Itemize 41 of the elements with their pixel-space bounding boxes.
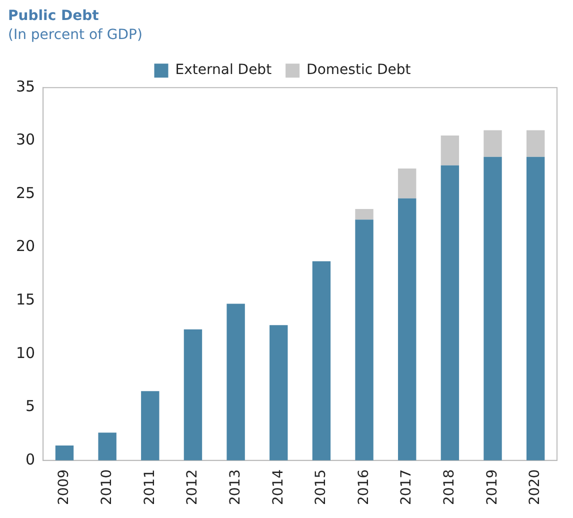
y-tick-label: 30 [16, 130, 36, 149]
y-tick-label: 0 [26, 450, 36, 468]
y-tick-label: 35 [16, 77, 36, 96]
x-tick-label: 2019 [484, 469, 500, 506]
x-tick-label: 2012 [184, 469, 201, 506]
x-tick-label: 2016 [356, 469, 372, 506]
bar [312, 261, 331, 460]
bar [355, 220, 374, 460]
x-tick-label: 2014 [270, 469, 286, 506]
y-tick-label: 25 [16, 184, 36, 202]
y-tick-label: 10 [16, 344, 36, 362]
chart-title: Public Debt [8, 8, 100, 24]
bar [440, 165, 460, 460]
x-tick-label: 2013 [227, 469, 244, 506]
bar [526, 156, 545, 460]
legend-label: Domestic Debt [306, 62, 412, 78]
bar [226, 304, 245, 460]
y-tick-label: 20 [16, 237, 36, 256]
x-tick-label: 2009 [56, 469, 72, 506]
bar [355, 209, 374, 220]
y-tick-label: 5 [26, 397, 36, 416]
x-tick-label: 2011 [142, 469, 158, 506]
x-tick-label: 2010 [98, 469, 115, 506]
x-tick-label: 2015 [313, 469, 330, 506]
bar [398, 198, 416, 460]
x-tick-label: 2020 [527, 469, 544, 506]
bar [55, 445, 74, 460]
chart-subtitle: (In percent of GDP) [8, 26, 142, 43]
bar [270, 325, 288, 460]
bar [484, 130, 502, 157]
bar [141, 391, 160, 460]
bar [484, 156, 502, 460]
legend-label: External Debt [175, 62, 272, 78]
bar [184, 329, 202, 460]
bar [526, 130, 545, 157]
x-tick-label: 2017 [398, 469, 415, 506]
bar [98, 432, 116, 460]
bar [440, 136, 460, 166]
bar [398, 168, 416, 198]
x-tick-label: 2018 [442, 469, 458, 506]
y-tick-label: 15 [16, 290, 36, 309]
